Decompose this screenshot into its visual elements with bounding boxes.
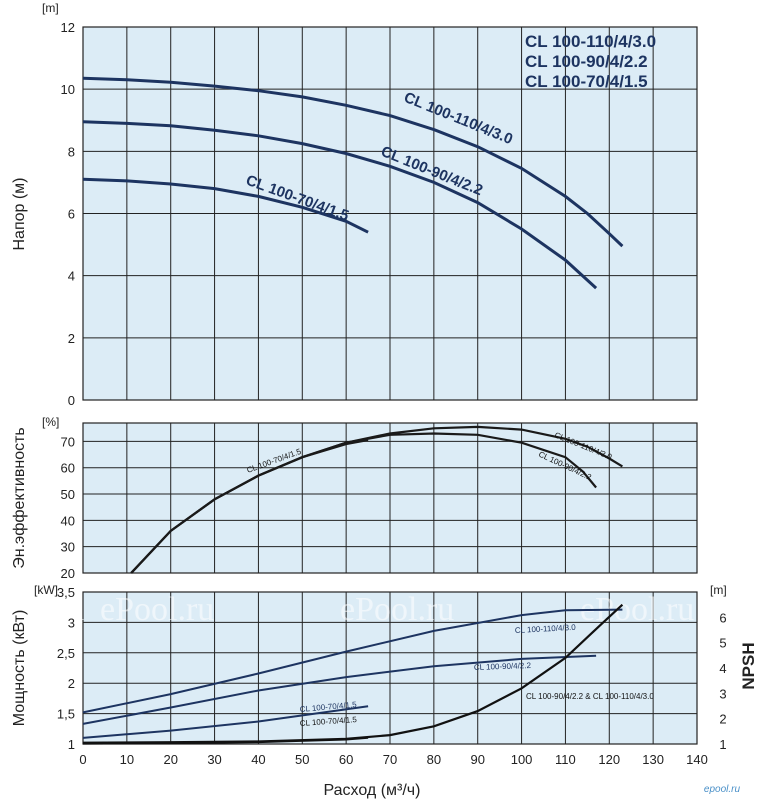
power-curve	[82, 608, 623, 714]
npsh-curve	[82, 736, 369, 745]
npsh-curve-label: CL 100-90/4/2.2 & CL 100-110/4/3.0	[526, 692, 654, 701]
npsh-tick-label: 4	[719, 661, 726, 676]
y-tick-label: 3	[68, 615, 75, 630]
y-tick-label: 10	[61, 82, 75, 97]
npsh-curve-label: CL 100-70/4/1.5	[300, 715, 358, 728]
head-curve	[82, 76, 624, 248]
y-tick-label: 6	[68, 207, 75, 222]
npsh-tick-label: 2	[719, 712, 726, 727]
x-tick-label: 50	[295, 752, 309, 767]
y-tick-label: 3,5	[57, 585, 75, 600]
x-tick-label: 30	[207, 752, 221, 767]
power-unit-label: [kW]	[34, 583, 58, 597]
y-tick-label: 12	[61, 20, 75, 35]
npsh-tick-label: 5	[719, 636, 726, 651]
x-tick-label: 20	[163, 752, 177, 767]
y-tick-label: 2,5	[57, 646, 75, 661]
y-tick-label: 2	[68, 331, 75, 346]
y-tick-label: 4	[68, 269, 75, 284]
x-tick-label: 120	[598, 752, 620, 767]
x-tick-label: 10	[120, 752, 134, 767]
x-axis-title: Расход (м³/ч)	[324, 782, 421, 799]
efficiency-curve	[130, 439, 369, 574]
head-curve	[82, 177, 369, 234]
x-tick-label: 110	[555, 752, 576, 767]
npsh-tick-label: 6	[719, 610, 726, 625]
watermark-text: ePool.ru	[100, 591, 214, 628]
power-curve	[82, 654, 597, 725]
y-tick-label: 40	[61, 513, 75, 528]
brand-mark: epool.ru	[704, 784, 741, 795]
power-curve-label: CL 100-90/4/2.2	[474, 661, 532, 672]
efficiency-unit-label: [%]	[42, 415, 59, 429]
y-tick-label: 1,5	[57, 707, 75, 722]
y-tick-label: 0	[68, 393, 75, 408]
y-tick-label: 20	[61, 566, 75, 581]
legend: CL 100-110/4/3.0 CL 100-90/4/2.2 CL 100-…	[525, 32, 656, 91]
x-tick-label: 130	[642, 752, 664, 767]
npsh-tick-label: 1	[719, 737, 726, 752]
legend-entry-110: CL 100-110/4/3.0	[525, 32, 656, 51]
x-tick-label: 90	[470, 752, 484, 767]
x-tick-label: 60	[339, 752, 353, 767]
npsh-axis-title: NPSH	[739, 642, 758, 689]
y-tick-label: 50	[61, 487, 75, 502]
y-tick-label: 30	[61, 540, 75, 555]
tick-labels: 02468101220304050607011,522,533,51234560…	[57, 20, 727, 767]
head-axis-title: Напор (м)	[11, 177, 28, 250]
head-curve	[82, 120, 598, 290]
power-curve-label: CL 100-110/4/3.0	[515, 623, 577, 635]
y-tick-label: 8	[68, 144, 75, 159]
legend-entry-70: CL 100-70/4/1.5	[525, 72, 648, 91]
power-axis-title: Мощность (кВт)	[11, 610, 28, 727]
power-curve	[82, 705, 369, 739]
x-tick-label: 0	[79, 752, 86, 767]
x-tick-label: 70	[383, 752, 397, 767]
x-tick-label: 100	[511, 752, 533, 767]
head-unit-label: [m]	[42, 1, 59, 15]
y-tick-label: 70	[61, 434, 75, 449]
curves	[82, 76, 624, 745]
grid-lines	[83, 27, 697, 744]
y-tick-label: 1	[68, 737, 75, 752]
efficiency-axis-title: Эн.эффективность	[11, 427, 28, 569]
x-tick-label: 140	[686, 752, 708, 767]
watermark-text: ePool.ru	[0, 591, 84, 628]
npsh-unit-label: [m]	[710, 583, 727, 597]
legend-entry-90: CL 100-90/4/2.2	[525, 52, 648, 71]
x-tick-label: 40	[251, 752, 265, 767]
y-tick-label: 60	[61, 461, 75, 476]
watermark-text: ePool.ru	[340, 591, 454, 628]
x-tick-label: 80	[427, 752, 441, 767]
npsh-tick-label: 3	[719, 686, 726, 701]
y-tick-label: 2	[68, 676, 75, 691]
